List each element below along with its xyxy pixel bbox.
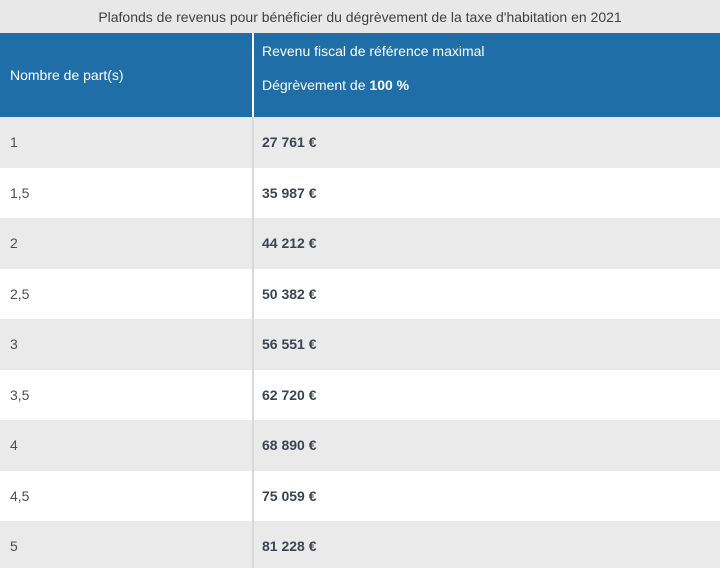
- table-row: 4,5 75 059 €: [0, 470, 720, 521]
- column-header-revenue-line1: Revenu fiscal de référence maximal: [262, 43, 485, 59]
- degrevement-prefix: Dégrèvement de: [262, 77, 370, 93]
- table-caption: Plafonds de revenus pour bénéficier du d…: [0, 0, 720, 33]
- column-header-revenue: Revenu fiscal de référence maximal Dégrè…: [252, 33, 720, 117]
- table-row: 2,5 50 382 €: [0, 268, 720, 319]
- table-row: 2 44 212 €: [0, 218, 720, 269]
- degrevement-percentage: 100 %: [369, 77, 410, 93]
- value-cell: 62 720 €: [252, 369, 720, 420]
- parts-cell: 1: [10, 134, 18, 151]
- table-row: 1,5 35 987 €: [0, 167, 720, 218]
- table-body: 1 27 761 € 1,5 35 987 € 2 44 212 € 2,5 5…: [0, 117, 720, 568]
- parts-cell: 1,5: [10, 184, 30, 201]
- column-header-parts-label: Nombre de part(s): [10, 67, 124, 83]
- value-cell: 50 382 €: [252, 268, 720, 319]
- value-cell: 81 228 €: [252, 521, 720, 568]
- table-header-row: Nombre de part(s) Revenu fiscal de référ…: [0, 33, 720, 117]
- table-row: 1 27 761 €: [0, 117, 720, 168]
- table-row: 4 68 890 €: [0, 420, 720, 471]
- parts-cell: 4: [10, 437, 18, 454]
- value-cell: 27 761 €: [252, 117, 720, 168]
- value-cell: 68 890 €: [252, 420, 720, 471]
- parts-cell: 2: [10, 235, 18, 252]
- table-row: 5 81 228 €: [0, 521, 720, 568]
- table-caption-text: Plafonds de revenus pour bénéficier du d…: [98, 8, 622, 25]
- table-row: 3 56 551 €: [0, 319, 720, 370]
- parts-cell: 2,5: [10, 285, 30, 302]
- column-header-parts: Nombre de part(s): [0, 33, 252, 117]
- parts-cell: 5: [10, 538, 18, 555]
- parts-cell: 3,5: [10, 386, 30, 403]
- parts-cell: 4,5: [10, 487, 30, 504]
- value-cell: 35 987 €: [252, 167, 720, 218]
- parts-cell: 3: [10, 336, 18, 353]
- value-cell: 56 551 €: [252, 319, 720, 370]
- column-header-revenue-line2: Dégrèvement de 100 %: [262, 76, 710, 94]
- table-row: 3,5 62 720 €: [0, 369, 720, 420]
- value-cell: 44 212 €: [252, 218, 720, 269]
- value-cell: 75 059 €: [252, 470, 720, 521]
